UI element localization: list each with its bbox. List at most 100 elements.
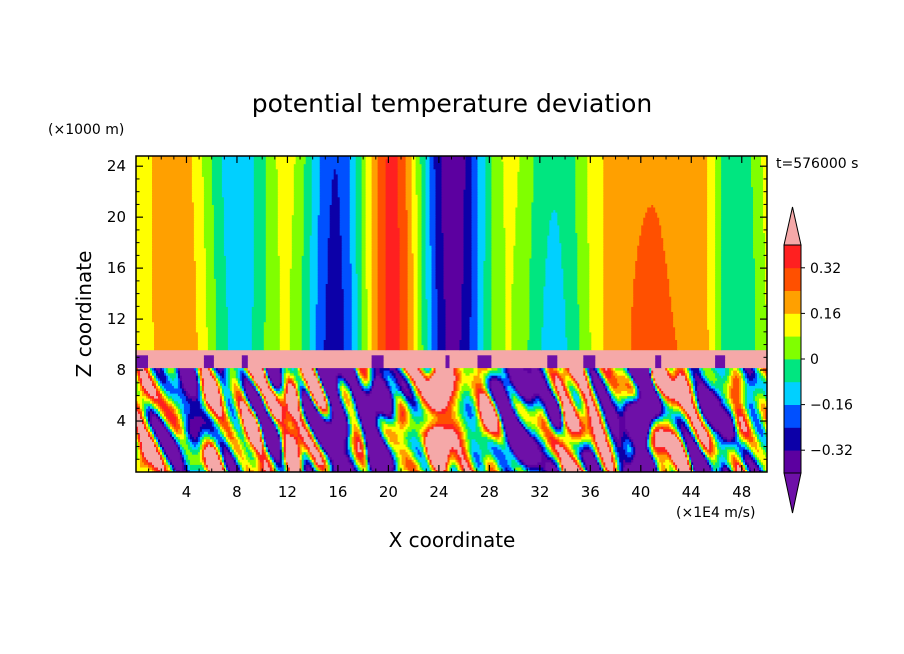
contour-cell xyxy=(727,405,730,409)
contour-cell xyxy=(557,398,560,402)
contour-cell xyxy=(223,398,227,402)
contour-cell xyxy=(385,441,389,445)
contour-cell xyxy=(735,415,738,419)
contour-cell xyxy=(401,456,407,460)
contour-cell xyxy=(465,415,471,419)
contour-cell xyxy=(309,446,317,450)
contour-cell xyxy=(353,403,357,407)
contour-cell xyxy=(537,418,542,422)
contour-cell xyxy=(695,403,698,407)
contour-cell xyxy=(707,428,710,432)
contour-cell xyxy=(343,400,347,404)
contour-cell xyxy=(463,413,469,417)
contour-cell xyxy=(471,415,477,419)
contour-cell xyxy=(483,428,486,432)
contour-cell xyxy=(175,436,179,440)
contour-cell xyxy=(267,456,271,460)
contour-cell xyxy=(729,400,732,404)
contour-cell xyxy=(365,451,369,455)
contour-cell xyxy=(259,433,263,437)
contour-cell xyxy=(279,403,283,407)
contour-cell xyxy=(481,456,485,460)
contour-cell xyxy=(703,410,726,414)
contour-cell xyxy=(225,441,229,445)
contour-cell xyxy=(154,436,157,440)
contour-cell xyxy=(465,441,469,445)
contour-cell xyxy=(142,418,145,422)
contour-cell xyxy=(731,464,734,468)
contour-cell xyxy=(547,441,550,445)
contour-cell xyxy=(447,469,451,472)
contour-cell xyxy=(181,446,185,450)
contour-cell xyxy=(761,438,767,442)
contour-cell xyxy=(609,469,614,472)
contour-cell xyxy=(167,418,171,422)
contour-cell xyxy=(373,469,393,472)
contour-cell xyxy=(203,400,207,404)
contour-cell xyxy=(479,421,483,425)
contour-cell xyxy=(583,408,586,412)
contour-cell xyxy=(521,466,524,470)
contour-cell xyxy=(511,395,514,399)
contour-cell xyxy=(319,438,345,442)
contour-cell xyxy=(731,454,736,458)
contour-cell xyxy=(739,464,742,468)
contour-cell xyxy=(138,446,141,450)
contour-cell xyxy=(221,428,225,432)
contour-cell xyxy=(249,461,257,465)
contour-cell xyxy=(299,418,303,422)
contour-cell xyxy=(747,441,750,445)
contour-cell xyxy=(142,456,145,460)
contour-cell xyxy=(497,408,500,412)
contour-cell xyxy=(203,451,217,455)
contour-cell xyxy=(160,446,163,450)
contour-cell xyxy=(591,418,600,422)
contour-cell xyxy=(499,405,512,409)
contour-cell xyxy=(245,436,249,440)
contour-cell xyxy=(509,395,512,399)
contour-cell xyxy=(166,459,169,463)
contour-cell xyxy=(625,408,628,412)
contour-cell xyxy=(759,421,762,425)
contour-cell xyxy=(275,426,279,430)
contour-cell xyxy=(229,398,233,402)
contour-cell xyxy=(136,410,139,414)
contour-cell xyxy=(387,446,391,450)
contour-cell xyxy=(495,459,498,463)
contour-cell xyxy=(181,459,185,463)
contour-cell xyxy=(707,426,710,430)
contour-cell xyxy=(613,449,616,453)
contour-cell xyxy=(207,469,211,472)
contour-cell xyxy=(455,456,459,460)
contour-cell xyxy=(525,426,528,430)
contour-cell xyxy=(591,423,602,427)
contour-cell xyxy=(747,403,750,407)
contour-cell xyxy=(361,449,365,453)
contour-cell xyxy=(591,438,594,442)
contour-cell xyxy=(679,433,682,437)
contour-cell xyxy=(685,454,688,458)
contour-cell xyxy=(595,398,598,402)
contour-cell xyxy=(255,413,259,417)
contour-cell xyxy=(203,464,207,468)
contour-cell xyxy=(189,408,203,412)
contour-cell xyxy=(329,459,333,463)
contour-cell xyxy=(751,418,754,422)
contour-cell xyxy=(235,459,239,463)
contour-cell xyxy=(152,400,155,404)
contour-cell xyxy=(393,418,397,422)
contour-cell xyxy=(467,461,471,465)
contour-cell xyxy=(467,413,475,417)
contour-cell xyxy=(559,410,562,414)
contour-cell xyxy=(319,446,323,450)
contour-cell xyxy=(269,418,273,422)
contour-cell xyxy=(561,413,564,417)
contour-cell xyxy=(515,403,522,407)
contour-cell xyxy=(609,421,620,425)
contour-cell xyxy=(711,466,714,470)
contour-cell xyxy=(377,415,381,419)
contour-cell xyxy=(363,433,367,437)
contour-cell xyxy=(749,408,752,412)
contour-cell xyxy=(471,464,475,468)
contour-cell xyxy=(433,415,439,419)
